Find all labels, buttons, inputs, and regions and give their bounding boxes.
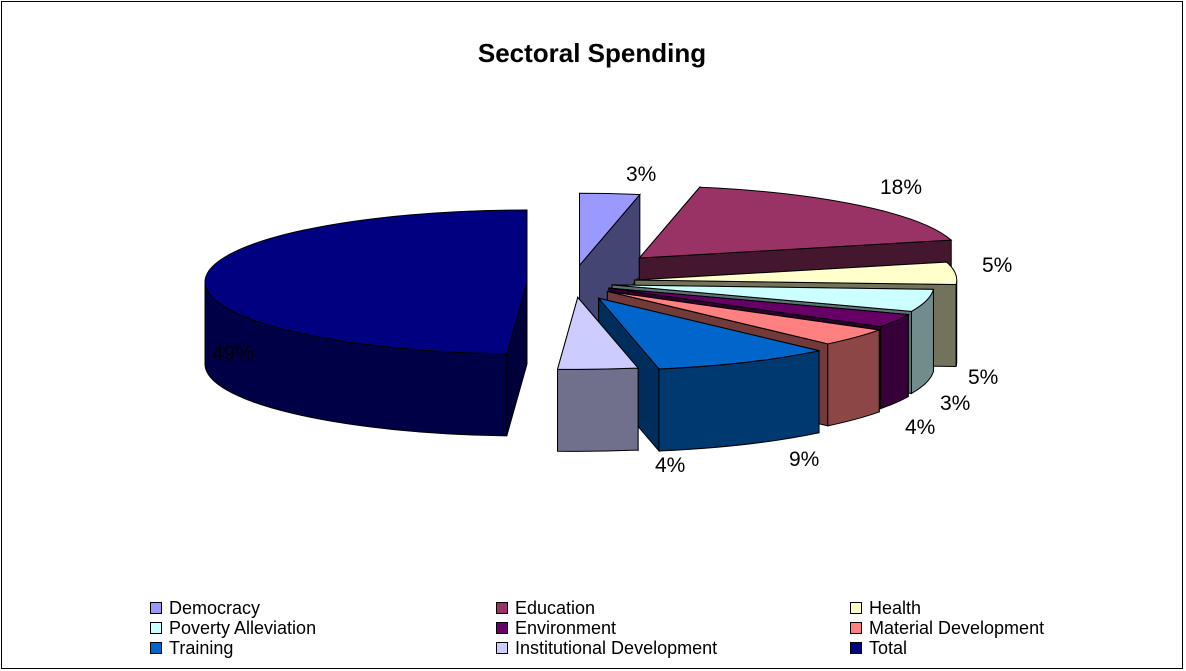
pie-slice-institutional-development bbox=[556, 296, 640, 452]
pie-slice-total bbox=[204, 209, 528, 437]
legend-swatch bbox=[496, 602, 508, 614]
data-label-poverty-alleviation: 5% bbox=[968, 366, 998, 389]
legend-item-material-development: Material Development bbox=[850, 618, 1044, 638]
pie-chart: 3%18%5%5%3%4%9%4%49% bbox=[204, 163, 1012, 477]
legend-label: Poverty Alleviation bbox=[169, 618, 317, 638]
legend-item-health: Health bbox=[850, 598, 921, 618]
legend-item-democracy: Democracy bbox=[150, 598, 260, 618]
data-label-material-development: 4% bbox=[905, 416, 935, 439]
legend-swatch bbox=[496, 642, 508, 654]
data-label-training: 9% bbox=[789, 448, 819, 471]
legend-item-poverty-alleviation: Poverty Alleviation bbox=[150, 618, 316, 638]
legend-swatch bbox=[150, 602, 162, 614]
data-label-democracy: 3% bbox=[626, 163, 656, 186]
legend-item-environment: Environment bbox=[496, 618, 616, 638]
legend-label: Environment bbox=[515, 618, 617, 638]
legend-label: Institutional Development bbox=[515, 638, 718, 658]
legend-swatch bbox=[150, 642, 162, 654]
legend-swatch bbox=[850, 602, 862, 614]
data-label-environment: 3% bbox=[940, 392, 970, 415]
legend-label: Material Development bbox=[869, 618, 1045, 638]
legend-item-education: Education bbox=[496, 598, 595, 618]
data-label-total: 49% bbox=[212, 342, 254, 365]
legend-label: Training bbox=[169, 638, 234, 658]
legend-swatch bbox=[850, 622, 862, 634]
legend-label: Total bbox=[869, 638, 908, 658]
legend-label: Education bbox=[515, 598, 596, 618]
legend-item-institutional-development: Institutional Development bbox=[496, 638, 717, 658]
legend-item-total: Total bbox=[850, 638, 907, 658]
legend-item-training: Training bbox=[150, 638, 233, 658]
legend-label: Democracy bbox=[169, 598, 261, 618]
data-label-institutional-development: 4% bbox=[655, 454, 685, 477]
legend-swatch bbox=[850, 642, 862, 654]
data-label-health: 5% bbox=[982, 254, 1012, 277]
legend-label: Health bbox=[869, 598, 922, 618]
chart-title: Sectoral Spending bbox=[477, 38, 707, 68]
legend-swatch bbox=[496, 622, 508, 634]
legend-swatch bbox=[150, 622, 162, 634]
data-label-education: 18% bbox=[880, 176, 922, 199]
